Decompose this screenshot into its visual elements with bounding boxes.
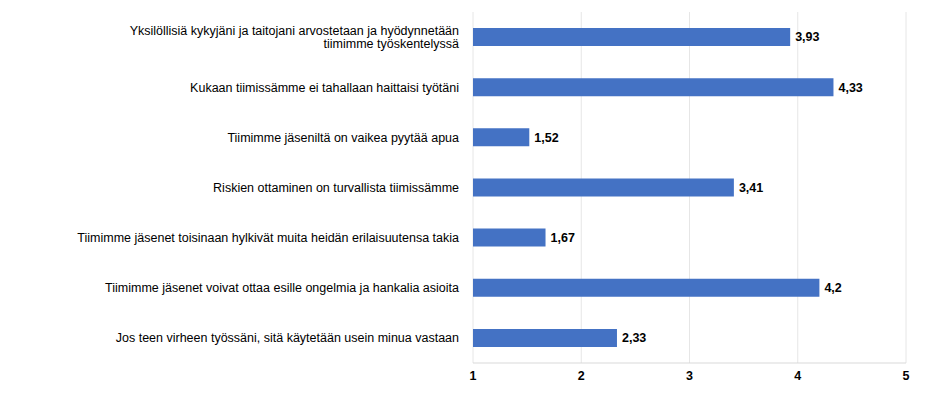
svg-text:2: 2 [578, 369, 585, 383]
svg-text:3,93: 3,93 [795, 30, 819, 44]
svg-text:Tiimimme jäseniltä on vaikea p: Tiimimme jäseniltä on vaikea pyytää apua [227, 131, 459, 145]
svg-text:1: 1 [470, 369, 477, 383]
svg-text:Kukaan tiimissämme ei tahallaa: Kukaan tiimissämme ei tahallaan haittais… [190, 81, 459, 95]
svg-text:Riskien ottaminen on turvallis: Riskien ottaminen on turvallista tiimiss… [213, 181, 459, 195]
svg-text:5: 5 [903, 369, 910, 383]
svg-text:3: 3 [686, 369, 693, 383]
svg-text:Tiimimme jäsenet voivat ottaa: Tiimimme jäsenet voivat ottaa esille ong… [105, 281, 459, 295]
svg-text:1,67: 1,67 [551, 231, 575, 245]
svg-text:3,41: 3,41 [739, 181, 763, 195]
svg-text:4,2: 4,2 [824, 281, 841, 295]
svg-text:4,33: 4,33 [838, 81, 862, 95]
svg-text:Yksilöllisiä kykyjäni ja taito: Yksilöllisiä kykyjäni ja taitojani arvos… [130, 24, 459, 50]
svg-text:Jos teen virheen työssäni, sit: Jos teen virheen työssäni, sitä käytetää… [116, 331, 459, 345]
svg-text:Tiimimme jäsenet toisinaan hyl: Tiimimme jäsenet toisinaan hylkivät muit… [77, 231, 459, 245]
svg-text:2,33: 2,33 [622, 331, 646, 345]
svg-text:1,52: 1,52 [534, 131, 558, 145]
svg-text:4: 4 [794, 369, 801, 383]
